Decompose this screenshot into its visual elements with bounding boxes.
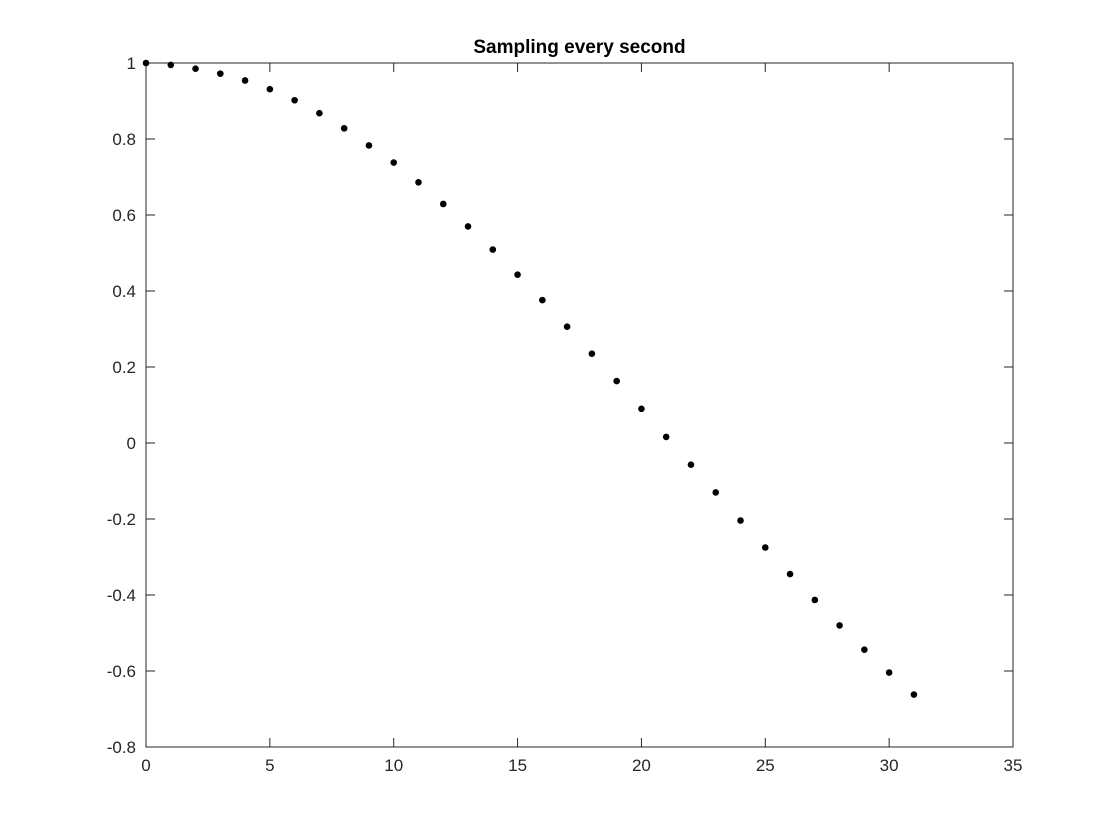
data-point <box>340 125 348 132</box>
data-point <box>142 59 150 67</box>
data-point <box>365 142 373 149</box>
data-point <box>737 517 744 524</box>
data-point <box>390 159 398 166</box>
y-tick-label: -0.6 <box>107 662 136 681</box>
data-point <box>761 544 769 551</box>
data-point <box>316 109 323 117</box>
x-tick-label: 25 <box>756 756 775 775</box>
data-point <box>687 461 695 468</box>
data-point <box>910 691 918 698</box>
data-point <box>563 323 571 331</box>
data-point <box>514 271 521 278</box>
data-point <box>638 405 645 413</box>
data-point <box>539 296 546 304</box>
data-point <box>613 377 620 385</box>
chart-title: Sampling every second <box>473 37 685 58</box>
data-point <box>861 646 868 654</box>
data-point <box>167 61 175 69</box>
x-tick-label: 20 <box>632 756 651 775</box>
data-point <box>662 433 670 441</box>
data-point <box>588 350 596 358</box>
data-point <box>439 200 447 208</box>
y-tick-label: 1 <box>127 54 136 73</box>
data-point <box>885 669 893 676</box>
data-point <box>712 489 720 496</box>
y-tick-label: 0.2 <box>112 358 136 377</box>
y-tick-label: 0.4 <box>112 282 136 301</box>
data-point <box>836 622 843 629</box>
data-point <box>192 65 199 72</box>
data-point <box>464 223 472 230</box>
x-axis: 0 5 10 15 20 25 30 35 <box>141 63 1022 775</box>
y-tick-label: 0 <box>127 434 136 453</box>
data-point <box>415 179 422 186</box>
x-tick-label: 5 <box>265 756 274 775</box>
y-tick-label: 0.8 <box>112 130 136 149</box>
y-tick-label: -0.4 <box>107 586 136 605</box>
x-tick-label: 0 <box>141 756 150 775</box>
data-points <box>142 59 918 698</box>
data-point <box>786 570 794 578</box>
x-tick-label: 10 <box>384 756 403 775</box>
y-tick-label: 0.6 <box>112 206 136 225</box>
data-point <box>489 246 497 253</box>
x-tick-label: 35 <box>1004 756 1023 775</box>
data-point <box>291 96 298 104</box>
y-axis: -0.8 -0.6 -0.4 -0.2 0 0.2 0.4 0.6 0.8 1 <box>107 54 1013 757</box>
data-point <box>266 85 274 93</box>
x-tick-label: 30 <box>880 756 899 775</box>
y-tick-label: -0.8 <box>107 738 136 757</box>
y-tick-label: -0.2 <box>107 510 136 529</box>
data-point <box>217 70 224 77</box>
data-point <box>811 596 819 604</box>
x-tick-label: 15 <box>508 756 527 775</box>
plot-area <box>145 62 1014 748</box>
data-point <box>241 77 249 84</box>
